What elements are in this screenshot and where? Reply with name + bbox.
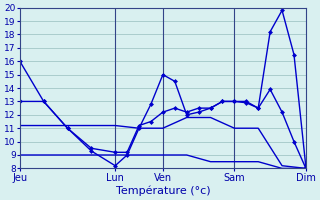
- X-axis label: Température (°c): Température (°c): [116, 185, 210, 196]
